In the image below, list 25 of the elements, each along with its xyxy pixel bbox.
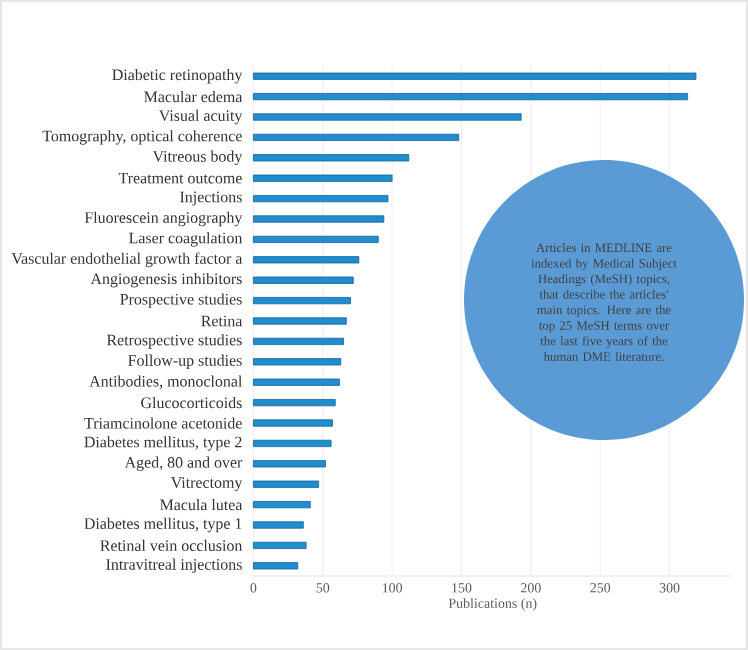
bar: [253, 276, 354, 284]
bar: [253, 358, 342, 366]
bar: [253, 337, 344, 346]
bar: [253, 215, 385, 223]
bar: [253, 562, 299, 570]
bar: [253, 460, 326, 468]
bar: [253, 113, 522, 121]
bar: [253, 541, 307, 550]
bar: [253, 154, 410, 162]
bar: [253, 317, 347, 325]
bar: [253, 439, 332, 448]
bar: [253, 93, 689, 101]
bar: [253, 501, 311, 509]
bar: [253, 235, 379, 243]
bar: [253, 378, 340, 386]
bar: [253, 399, 336, 407]
bar: [253, 521, 304, 529]
bar: [253, 195, 389, 203]
bar: [253, 297, 351, 305]
bar: [253, 133, 460, 141]
bar: [253, 256, 360, 264]
bar: [253, 72, 697, 80]
bar: [253, 174, 393, 182]
bar: [253, 419, 333, 427]
bar: [253, 480, 319, 488]
